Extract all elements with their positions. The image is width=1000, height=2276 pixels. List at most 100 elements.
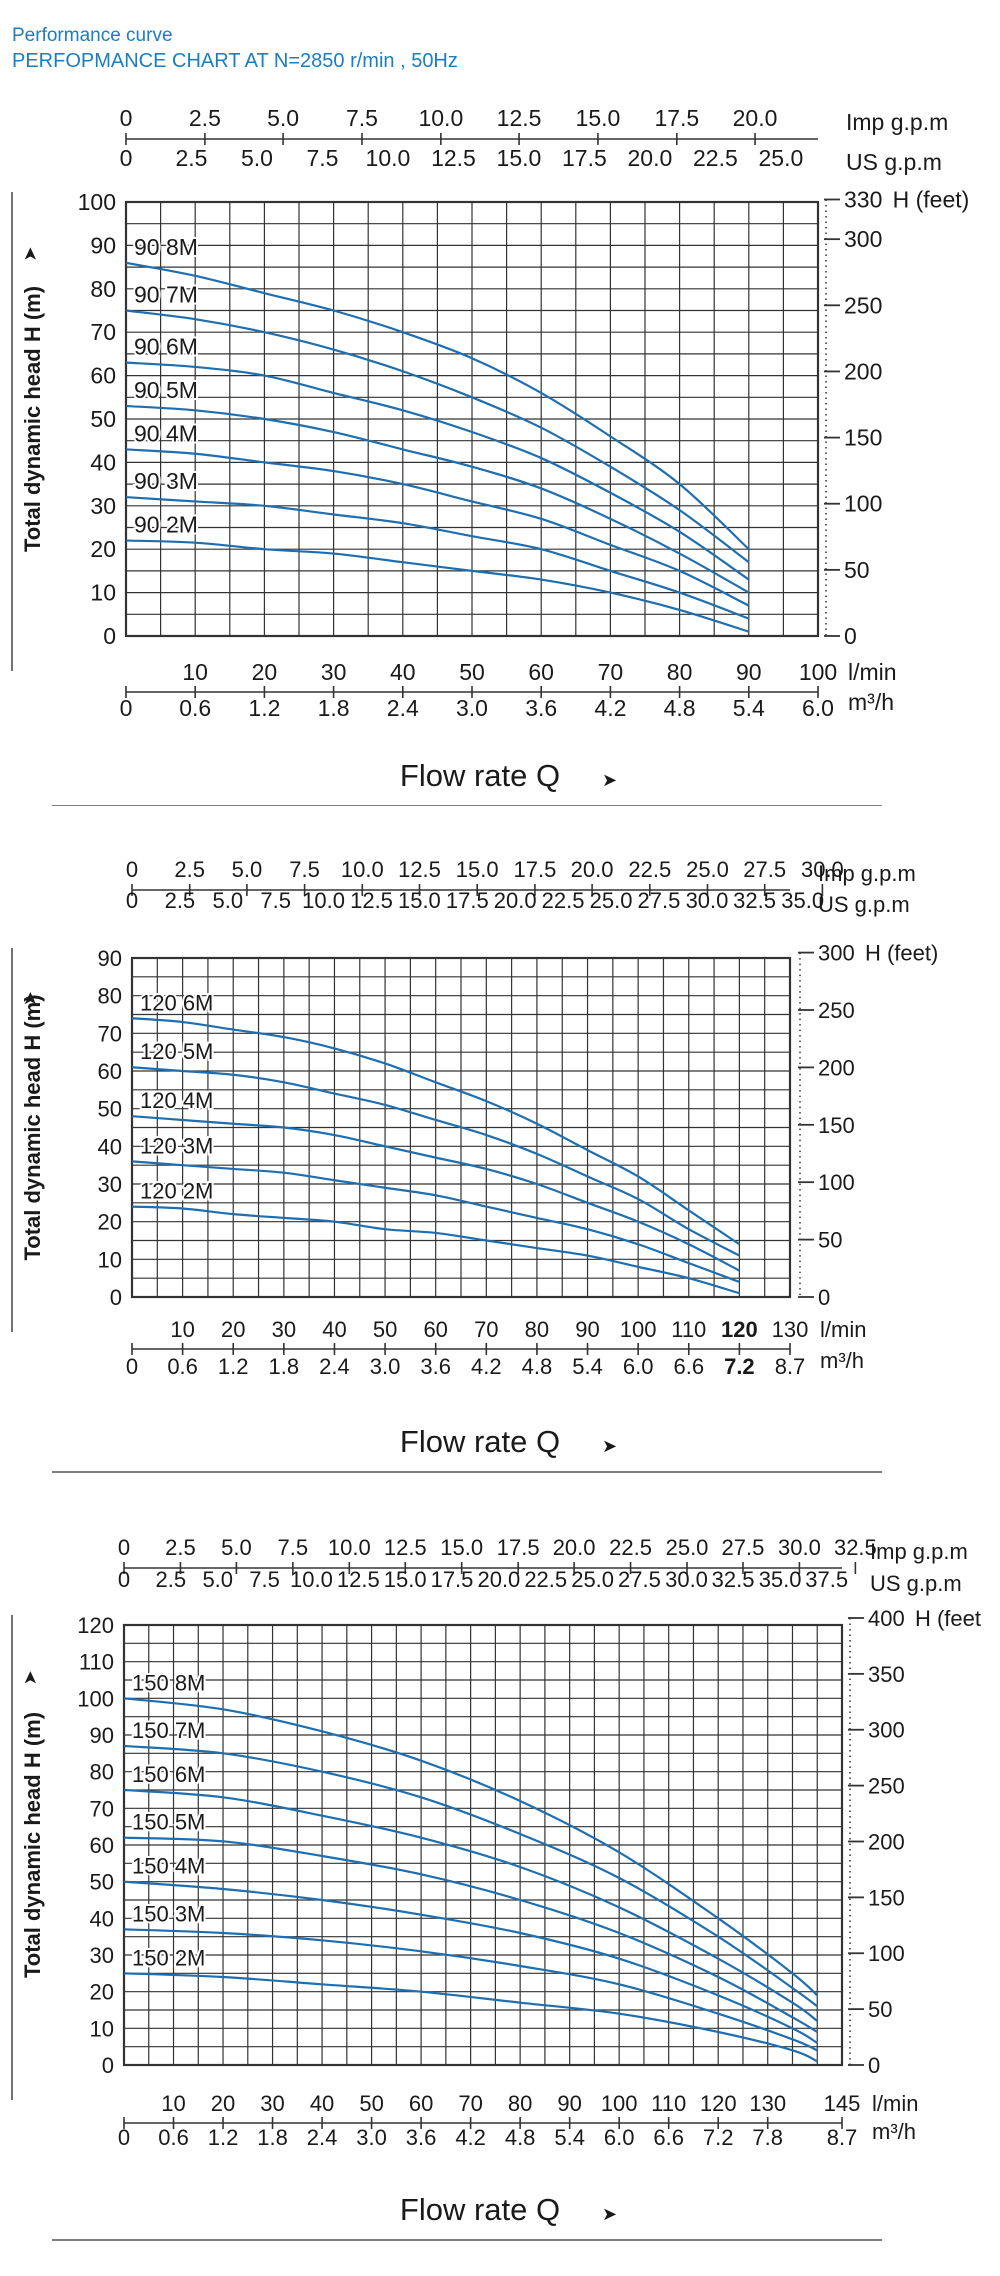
m3h-tick-label: 1.2 <box>218 1354 249 1379</box>
y-tick-label: 10 <box>90 2016 114 2041</box>
lmin-tick-label: 90 <box>575 1317 599 1342</box>
us-tick-label: 15.0 <box>398 888 441 913</box>
series-label: 150 6M <box>132 1762 205 1787</box>
m3h-tick-label: 8.7 <box>775 1354 806 1379</box>
lmin-tick-label: 120 <box>721 1317 758 1342</box>
m3h-tick-label: 4.2 <box>471 1354 502 1379</box>
us-tick-label: 17.5 <box>562 145 607 171</box>
right-tick-label: 300 <box>868 1718 905 1743</box>
m3h-tick-label: 4.8 <box>505 2125 536 2150</box>
right-tick-label: 250 <box>844 292 882 318</box>
m3h-tick-label: 3.0 <box>356 2125 387 2150</box>
lmin-tick-label: 60 <box>423 1317 447 1342</box>
right-tick-label: 150 <box>868 1885 905 1910</box>
x-axis-arrow-icon: ➤ <box>602 770 617 790</box>
us-tick-label: 5.0 <box>213 888 244 913</box>
lmin-tick-label: 20 <box>252 659 278 685</box>
lmin-tick-label: 20 <box>211 2091 235 2116</box>
us-tick-label: 32.5 <box>733 888 776 913</box>
lmin-tick-label: 145 <box>824 2091 861 2116</box>
lmin-tick-label: 80 <box>667 659 693 685</box>
us-tick-label: 32.5 <box>712 1567 755 1592</box>
us-tick-label: 10.0 <box>302 888 345 913</box>
performance-curve <box>125 361 750 581</box>
us-tick-label: 2.5 <box>165 888 196 913</box>
right-tick-label: 50 <box>868 1997 892 2022</box>
lmin-tick-label: 70 <box>458 2091 482 2116</box>
performance-curve <box>131 1205 740 1295</box>
us-tick-label: 25.0 <box>590 888 633 913</box>
y-tick-label: 50 <box>98 1097 122 1122</box>
imp-tick-label: 0 <box>120 105 133 131</box>
m3h-label: m³/h <box>872 2119 916 2144</box>
lmin-tick-label: 120 <box>700 2091 737 2116</box>
lmin-tick-label: 90 <box>736 659 762 685</box>
imp-tick-label: 20.0 <box>571 857 614 882</box>
lmin-tick-label: 100 <box>601 2091 638 2116</box>
series-label: 120 2M <box>140 1179 213 1204</box>
performance-curve <box>125 539 750 633</box>
m3h-label: m³/h <box>848 689 894 715</box>
grid <box>126 202 818 636</box>
us-gpm-label: US g.p.m <box>870 1571 962 1596</box>
m3h-tick-label: 0.6 <box>167 1354 198 1379</box>
x-axis-arrow-icon: ➤ <box>602 1436 617 1456</box>
series-label: 150 2M <box>132 1945 205 1970</box>
series-label: 90 5M <box>134 377 198 403</box>
performance-curve <box>131 1115 740 1272</box>
performance-curve <box>123 1928 818 2052</box>
right-tick-label: 400 <box>868 1606 905 1631</box>
y-tick-label: 40 <box>98 1134 122 1159</box>
y-tick-label: 40 <box>90 1906 114 1931</box>
m3h-tick-label: 0 <box>118 2125 130 2150</box>
y-tick-label: 90 <box>98 946 122 971</box>
performance-curve <box>123 1744 818 2008</box>
m3h-tick-label: 8.7 <box>827 2125 858 2150</box>
imp-tick-label: 7.5 <box>346 105 378 131</box>
us-tick-label: 12.5 <box>431 145 476 171</box>
us-tick-label: 12.5 <box>350 888 393 913</box>
performance-curve <box>131 1017 740 1246</box>
imp-tick-label: 15.0 <box>440 1535 483 1560</box>
lmin-tick-label: 50 <box>459 659 485 685</box>
m3h-tick-label: 6.0 <box>802 695 834 721</box>
imp-tick-label: 15.0 <box>576 105 621 131</box>
imp-tick-label: 17.5 <box>497 1535 540 1560</box>
lmin-tick-label: 10 <box>170 1317 194 1342</box>
lmin-label: l/min <box>848 659 897 685</box>
series-label: 150 4M <box>132 1854 205 1879</box>
m3h-tick-label: 4.8 <box>664 695 696 721</box>
us-tick-label: 35.0 <box>759 1567 802 1592</box>
y-axis-arrow-icon: ➤ <box>20 247 40 262</box>
y-tick-label: 30 <box>90 1943 114 1968</box>
us-tick-label: 22.5 <box>693 145 738 171</box>
m3h-tick-label: 3.6 <box>525 695 557 721</box>
imp-tick-label: 17.5 <box>513 857 556 882</box>
series-label: 120 4M <box>140 1088 213 1113</box>
plot-frame <box>130 956 792 1299</box>
m3h-tick-label: 1.2 <box>208 2125 239 2150</box>
y-tick-label: 100 <box>77 1686 114 1711</box>
m3h-tick-label: 4.8 <box>522 1354 553 1379</box>
m3h-tick-label: 0.6 <box>179 695 211 721</box>
m3h-tick-label: 3.6 <box>406 2125 437 2150</box>
performance-chart-120: 0 10 20 30 40 50 60 70 80 90 Total dynamic head H … <box>11 857 938 1473</box>
lmin-tick-label: 30 <box>260 2091 284 2116</box>
imp-tick-label: 12.5 <box>398 857 441 882</box>
performance-curve <box>125 448 750 607</box>
plot-frame <box>122 1623 844 2067</box>
y-tick-label: 0 <box>103 623 116 649</box>
series-label: 90 3M <box>134 468 198 494</box>
right-tick-label: 350 <box>868 1662 905 1687</box>
right-tick-label: 200 <box>818 1055 855 1080</box>
m3h-label: m³/h <box>820 1348 864 1373</box>
us-tick-label: 35.0 <box>781 888 824 913</box>
imp-gpm-label: Imp g.p.m <box>870 1539 968 1564</box>
m3h-tick-label: 6.0 <box>604 2125 635 2150</box>
us-tick-label: 10.0 <box>366 145 411 171</box>
header-subtitle: PERFOPMANCE CHART AT N=2850 r/min , 50Hz <box>12 50 458 72</box>
us-tick-label: 27.5 <box>618 1567 661 1592</box>
m3h-tick-label: 2.4 <box>319 1354 350 1379</box>
y-axis-arrow-icon: ➤ <box>20 1670 40 1685</box>
